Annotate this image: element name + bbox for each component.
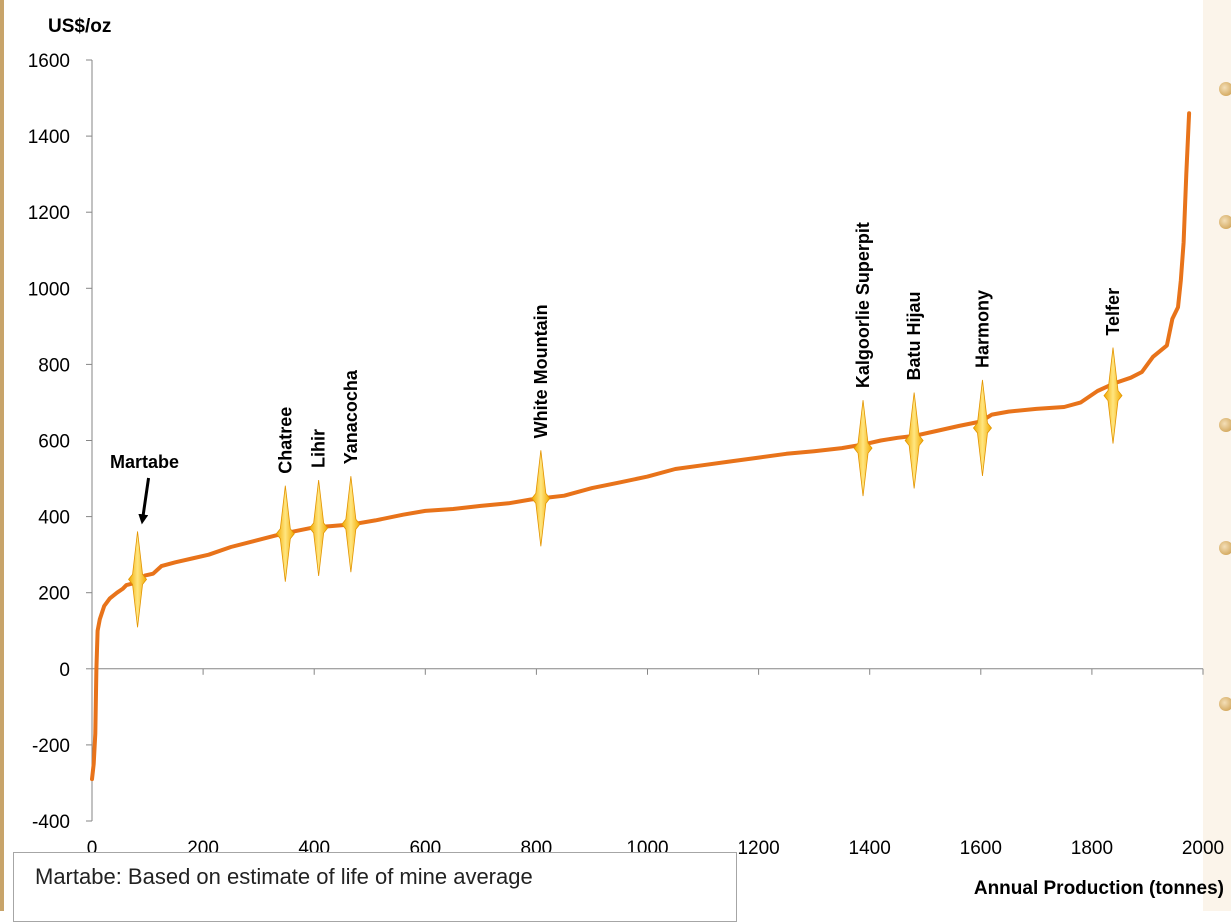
mine-star-marker bbox=[275, 485, 295, 582]
axes bbox=[91, 60, 1203, 821]
x-tick-label: 1600 bbox=[960, 838, 1002, 859]
slide-right-panel bbox=[1203, 0, 1231, 911]
series-line bbox=[90, 111, 1192, 782]
mine-label: Kalgoorlie Superpit bbox=[853, 222, 873, 388]
mine-markers: Martabe Chatree Lihir Yanacocha White Mounta… bbox=[110, 222, 1123, 628]
y-tick-label: 0 bbox=[59, 660, 70, 681]
x-tick-label: 1800 bbox=[1071, 838, 1113, 859]
y-tick-label: 600 bbox=[38, 432, 70, 453]
mine-star-marker bbox=[531, 450, 551, 547]
y-tick-label: 400 bbox=[38, 508, 70, 529]
mine-label: Telfer bbox=[1103, 288, 1123, 336]
y-axis-title: US$/oz bbox=[48, 16, 111, 37]
mine-label: Batu Hijau bbox=[904, 291, 924, 380]
bullet-icon bbox=[1219, 215, 1231, 229]
mine-star-marker bbox=[128, 531, 148, 628]
mine-star-marker bbox=[309, 479, 329, 577]
mine-label: Chatree bbox=[275, 407, 295, 474]
bullet-icon bbox=[1219, 541, 1231, 555]
x-tick-label: 0 bbox=[87, 838, 98, 859]
x-axis-title: Annual Production (tonnes) bbox=[974, 878, 1224, 899]
mine-star-marker bbox=[972, 379, 992, 476]
mine-star-marker bbox=[341, 476, 361, 573]
y-tick-label: 1200 bbox=[28, 203, 70, 224]
mine-star-marker bbox=[853, 400, 873, 497]
note-text: Martabe: Based on estimate of life of mi… bbox=[35, 864, 533, 889]
mine-star-marker bbox=[1103, 347, 1123, 444]
martabe-arrow bbox=[138, 477, 151, 525]
y-tick-label: -200 bbox=[32, 736, 70, 757]
slide-left-edge bbox=[0, 0, 4, 911]
x-tick-label: 2000 bbox=[1182, 838, 1224, 859]
y-tick-label: -400 bbox=[32, 812, 70, 833]
bullet-icon bbox=[1219, 418, 1231, 432]
note-box: Martabe: Based on estimate of life of mi… bbox=[13, 852, 737, 922]
x-tick-label: 1400 bbox=[849, 838, 891, 859]
mine-label: Harmony bbox=[972, 290, 992, 368]
bullet-icon bbox=[1219, 697, 1231, 711]
y-tick-label: 1000 bbox=[28, 279, 70, 300]
y-tick-label: 1400 bbox=[28, 127, 70, 148]
mine-label: Yanacocha bbox=[341, 369, 361, 464]
bullet-icon bbox=[1219, 82, 1231, 96]
mine-label: White Mountain bbox=[531, 304, 551, 438]
series-group bbox=[90, 111, 1192, 782]
y-tick-label: 200 bbox=[38, 584, 70, 605]
mine-label: Lihir bbox=[309, 429, 329, 468]
mine-star-marker bbox=[904, 392, 924, 489]
mine-label: Martabe bbox=[110, 452, 179, 472]
y-tick-label: 800 bbox=[38, 355, 70, 376]
y-tick-label: 1600 bbox=[28, 51, 70, 72]
x-tick-label: 1200 bbox=[737, 838, 779, 859]
